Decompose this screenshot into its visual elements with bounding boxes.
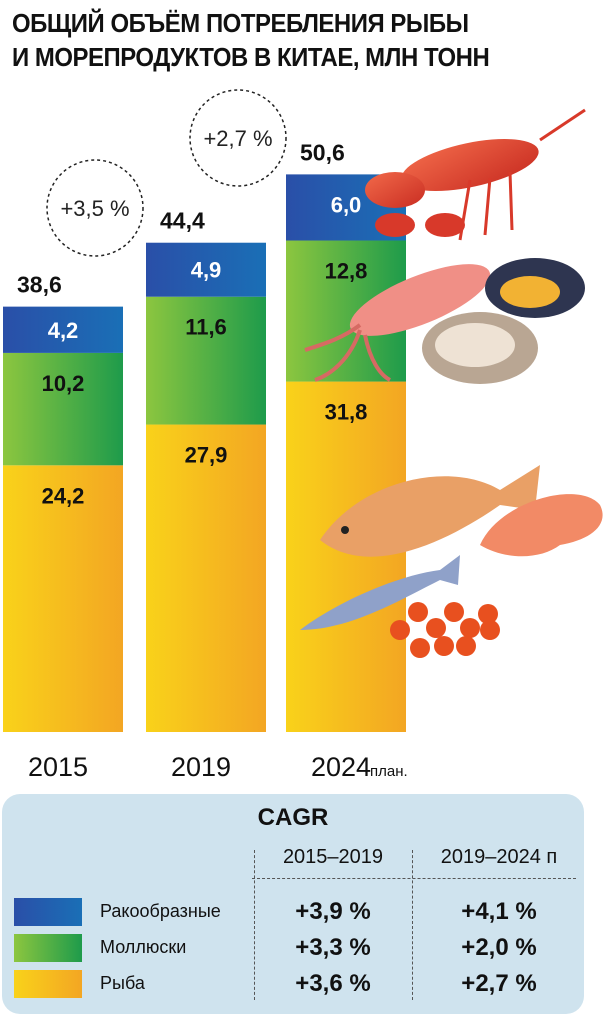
legend-swatch-fish (14, 970, 82, 998)
oyster-illustration (422, 312, 538, 384)
cagr-value: +3,9 % (295, 898, 371, 925)
legend-swatch-crustaceans (14, 898, 82, 926)
chart-title: ОБЩИЙ ОБЪЁМ ПОТРЕБЛЕНИЯ РЫБЫ И МОРЕПРОДУ… (12, 6, 490, 74)
cagr-value: +2,7 % (461, 970, 537, 997)
growth-label: +2,7 % (203, 126, 272, 151)
divider (252, 878, 576, 879)
cagr-title: CAGR (257, 804, 329, 831)
cagr-column-2015-2019: 2015–2019 (282, 846, 384, 868)
x-tick-label: 2015 (28, 752, 88, 782)
bar-segment-molluscs (3, 352, 123, 466)
divider (412, 850, 413, 1000)
cagr-column-2019-2024: 2019–2024 п (440, 846, 558, 868)
title-line-1: ОБЩИЙ ОБЪЁМ ПОТРЕБЛЕНИЯ РЫБЫ (12, 8, 469, 38)
bar-value-label: 11,6 (185, 315, 227, 340)
bar-segment-crustaceans (146, 242, 266, 297)
bar-value-label: 24,2 (42, 483, 85, 508)
bar-value-label: 27,9 (185, 443, 228, 468)
bar-value-label: 4,9 (191, 258, 222, 283)
bar-total-label: 44,4 (160, 208, 205, 234)
squid-illustration (304, 264, 491, 382)
growth-circle (189, 89, 287, 187)
legend-swatch-molluscs (14, 934, 82, 962)
bar-value-label: 12,8 (325, 259, 368, 284)
caviar-illustration (390, 602, 500, 658)
growth-label: +3,5 % (60, 196, 129, 221)
cagr-value: +4,1 % (461, 898, 537, 925)
bar-value-label: 31,8 (325, 400, 368, 425)
bar-segment-fish (3, 465, 123, 732)
bar-segment-molluscs (146, 296, 266, 425)
x-tick-label: 2024 (311, 752, 371, 782)
bar-value-label: 10,2 (42, 371, 85, 396)
cagr-value: +3,3 % (295, 934, 371, 961)
lobster-illustration (365, 108, 586, 241)
cagr-value: +3,6 % (295, 970, 371, 997)
cagr-value: +2,0 % (461, 934, 537, 961)
bar-segment-fish (146, 424, 266, 732)
salmon-steak-illustration (480, 494, 603, 557)
mussel-illustration (485, 258, 585, 318)
growth-circle (46, 159, 144, 257)
bar-value-label: 4,2 (48, 318, 79, 343)
bar-value-label: 6,0 (331, 192, 362, 217)
stacked-bar-chart: 24,2 10,2 4,2 38,6 2015 27,9 11,6 4,9 44,4 2019 31… (3, 89, 603, 782)
sardine-illustration (300, 555, 460, 630)
fish-illustration (320, 465, 540, 557)
divider (254, 850, 255, 1000)
plan-note: план. (370, 763, 408, 780)
x-tick-label: 2019 (171, 752, 231, 782)
bar-total-label: 50,6 (300, 139, 345, 165)
cagr-table: CAGR 2015–2019 2019–2024 п Ракообразные … (2, 794, 584, 1014)
legend-label-fish: Рыба (100, 973, 145, 993)
bar-total-label: 38,6 (17, 272, 62, 298)
bar-segment-fish (286, 381, 406, 732)
legend-label-crustaceans: Ракообразные (100, 901, 221, 921)
bar-segment-crustaceans (3, 306, 123, 353)
legend-label-molluscs: Моллюски (100, 937, 187, 957)
title-line-2: И МОРЕПРОДУКТОВ В КИТАЕ, МЛН ТОНН (12, 42, 490, 72)
